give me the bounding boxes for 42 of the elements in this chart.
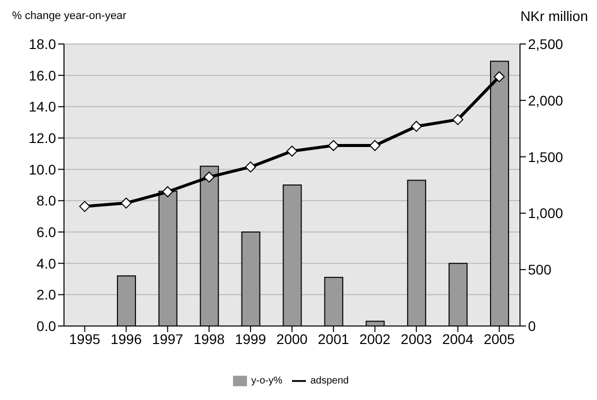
legend-label: adspend: [310, 376, 349, 387]
x-tick-label: 1997: [152, 330, 184, 347]
y2-tick-label: 2,000: [528, 92, 564, 108]
y-tick-label: 4.0: [36, 255, 56, 272]
y2-tick-label: 0: [528, 318, 536, 334]
y2-tick-label: 500: [528, 262, 552, 278]
y2-axis-title: NKr million: [520, 8, 588, 24]
point: [452, 114, 464, 126]
y-tick-label: 18.0: [28, 36, 56, 52]
x-tick-label: 1999: [234, 330, 266, 347]
y-axis-title: % change year-on-year: [12, 10, 126, 22]
point: [79, 200, 90, 212]
y-tick-label: 8.0: [36, 192, 56, 209]
x-tick-label: 1996: [110, 330, 142, 347]
y2-tick-label: 1,000: [528, 205, 564, 222]
x-tick-label: 2000: [276, 330, 308, 347]
x-tick-label: 2001: [318, 330, 350, 347]
y-tick-label: 16.0: [28, 67, 56, 84]
x-tick-label: 2005: [484, 330, 516, 347]
y-tick-label: 0.0: [36, 318, 56, 334]
x-tick-label: 2002: [359, 330, 391, 347]
x-tick-label: 2004: [442, 330, 474, 347]
point: [410, 120, 422, 132]
y-tick-label: 10.0: [28, 161, 56, 178]
x-tick-label: 2003: [400, 330, 432, 347]
x-tick-label: 1995: [69, 330, 101, 347]
point: [369, 140, 380, 152]
point: [328, 140, 339, 152]
point: [204, 172, 215, 183]
point: [494, 71, 505, 82]
point: [162, 186, 174, 198]
y-tick-label: 12.0: [28, 130, 56, 146]
legend-label: y-o-y%: [251, 376, 282, 387]
x-tick-label: 1998: [194, 330, 225, 347]
point: [286, 146, 298, 157]
y-tick-label: 2.0: [36, 286, 56, 303]
y2-tick-label: 1,500: [528, 148, 564, 165]
point: [120, 198, 132, 209]
y-tick-label: 6.0: [36, 224, 56, 240]
y-tick-label: 14.0: [28, 98, 56, 115]
y2-tick-label: 2,500: [528, 36, 564, 52]
point: [245, 161, 256, 172]
